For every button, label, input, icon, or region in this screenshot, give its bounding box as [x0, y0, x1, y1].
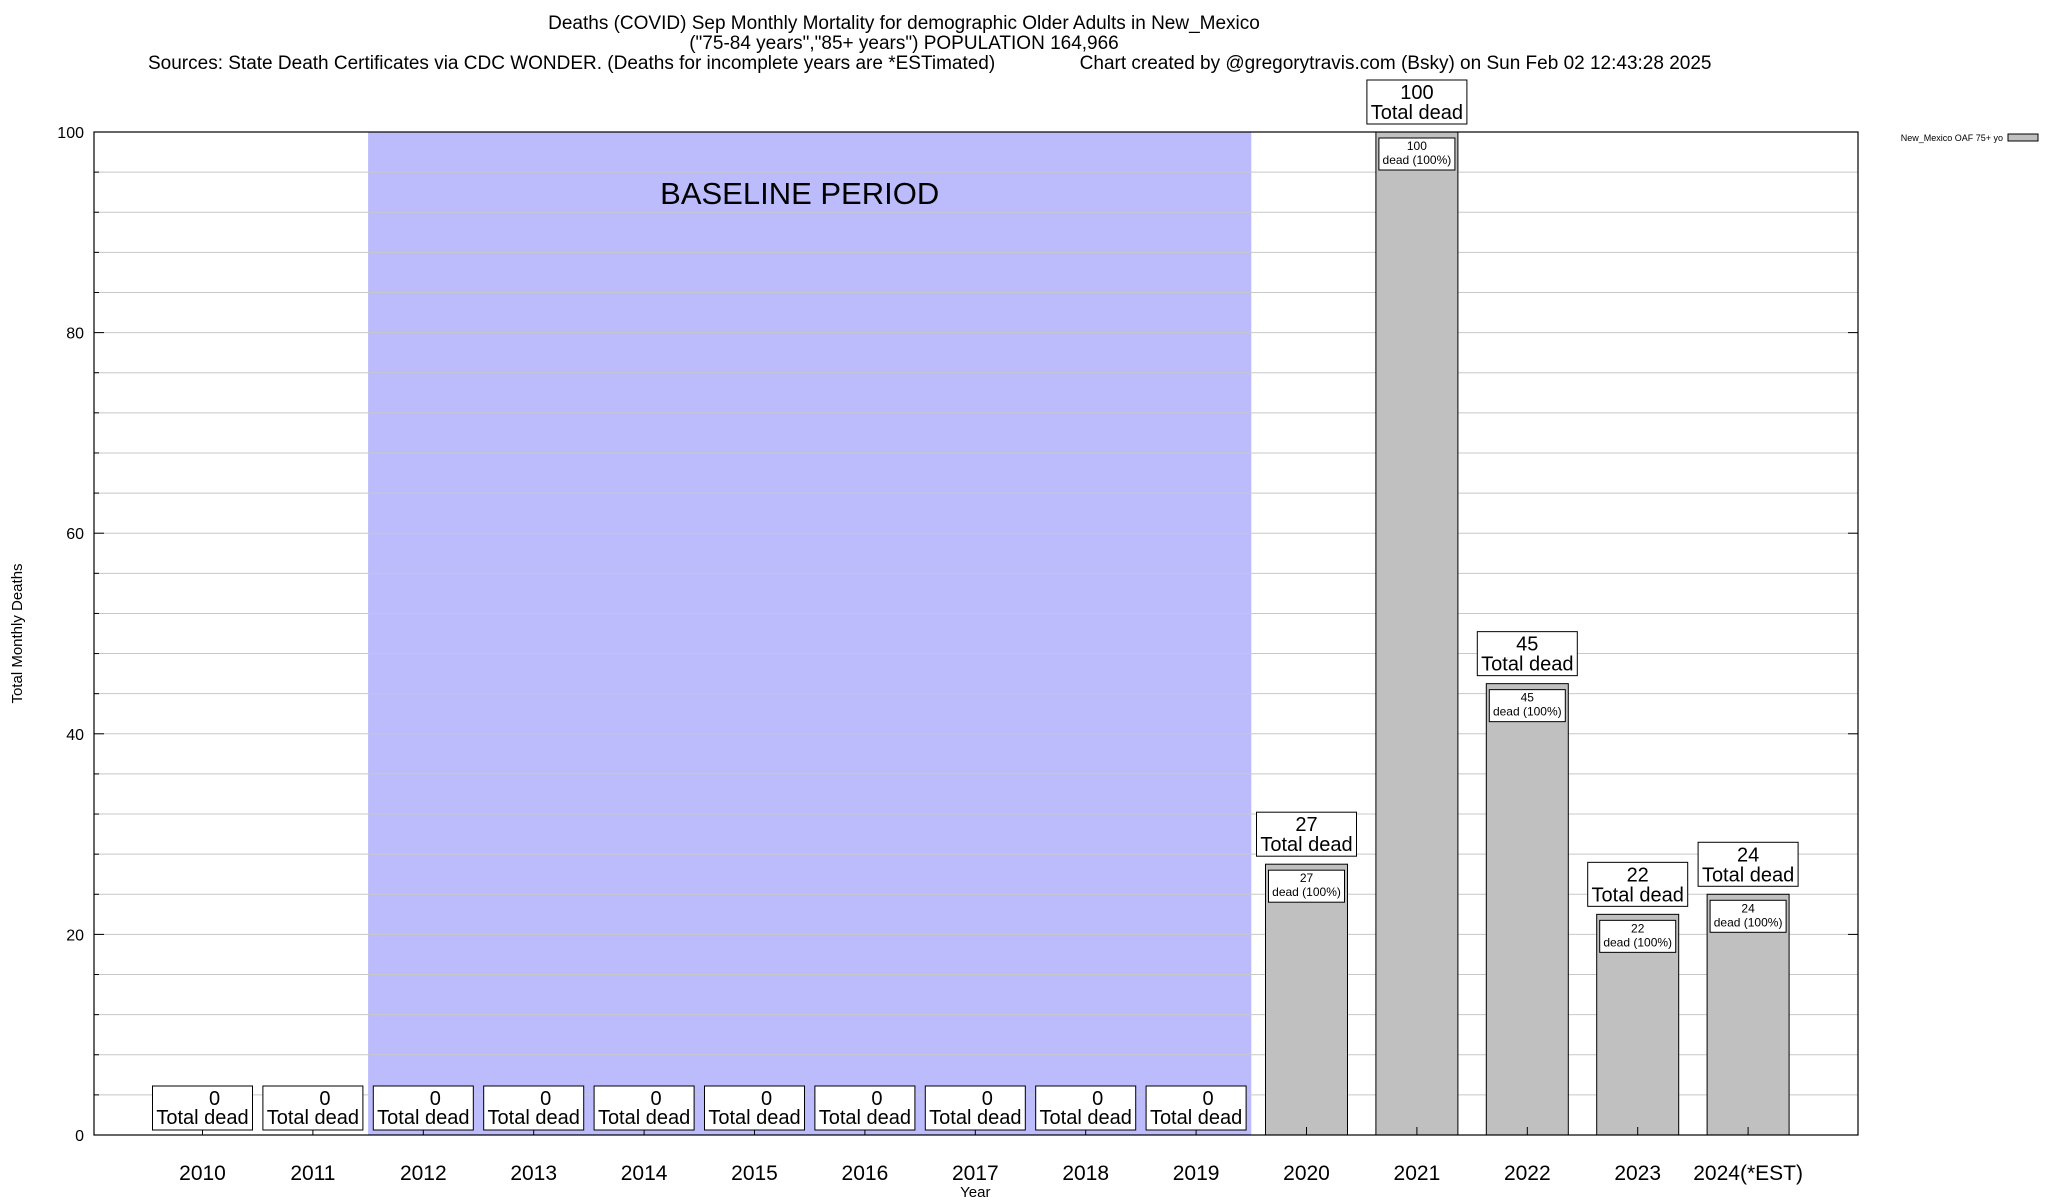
bar — [1375, 131, 1459, 1136]
bar-total-label: Total dead — [1150, 1107, 1242, 1129]
bar-inner-label: dead (100%) — [1383, 153, 1452, 167]
x-tick-label: 2010 — [179, 1162, 226, 1185]
baseline-period-label: BASELINE PERIOD — [660, 176, 939, 211]
bar-inner-value: 22 — [1631, 921, 1645, 935]
bar — [1265, 863, 1348, 1136]
y-tick-label: 60 — [66, 526, 84, 543]
x-tick-label: 2022 — [1504, 1162, 1551, 1185]
x-tick-label: 2017 — [952, 1162, 999, 1185]
bar-total-label-box — [704, 1085, 805, 1131]
x-tick-label: 2014 — [621, 1162, 668, 1185]
bar-inner-label-box — [1709, 899, 1787, 933]
bar-total-label: Total dead — [1702, 864, 1794, 886]
x-tick-label: 2021 — [1394, 1162, 1441, 1185]
x-tick-label: 2011 — [290, 1162, 335, 1185]
bar — [1706, 893, 1790, 1136]
bar-total-label-box — [1145, 1085, 1247, 1131]
plot-frame — [93, 131, 1859, 1136]
bar-total-value: 100 — [1400, 82, 1433, 104]
bar-total-value: 0 — [1092, 1088, 1103, 1110]
bar-total-label: Total dead — [377, 1107, 469, 1129]
y-tick-label: 100 — [57, 125, 84, 142]
chart-title: Deaths (COVID) Sep Monthly Mortality for… — [548, 13, 1260, 34]
bar-inner-value: 45 — [1521, 691, 1535, 705]
bar-total-label-box — [1035, 1085, 1137, 1131]
bar-total-label: Total dead — [267, 1107, 359, 1129]
bar-total-value: 0 — [982, 1088, 993, 1110]
bar-inner-label-box — [1268, 869, 1345, 903]
bar-total-label-box — [152, 1085, 253, 1131]
bar-total-label-box — [1256, 811, 1357, 857]
bar-inner-label-box — [1378, 137, 1456, 171]
y-tick-label: 20 — [66, 927, 84, 944]
bar-total-label: Total dead — [598, 1107, 690, 1129]
y-tick-label: 80 — [66, 326, 84, 343]
bar-inner-value: 24 — [1741, 901, 1755, 915]
bar-total-label-box — [593, 1085, 695, 1131]
bar-total-label: Total dead — [488, 1107, 580, 1129]
bar — [1485, 683, 1569, 1136]
bar-inner-label: dead (100%) — [1603, 935, 1672, 949]
x-axis-label: Year — [960, 1184, 990, 1200]
bar-inner-label: dead (100%) — [1272, 885, 1341, 899]
x-tick-label: 2016 — [842, 1162, 889, 1185]
legend-label: New_Mexico OAF 75+ yo — [1901, 133, 2003, 143]
bar-total-label: Total dead — [156, 1107, 248, 1129]
y-tick-label: 40 — [66, 727, 84, 744]
x-tick-label: 2018 — [1062, 1162, 1109, 1185]
x-tick-label: 2023 — [1614, 1162, 1661, 1185]
bar-total-label-box — [1476, 631, 1578, 677]
bar-total-value: 0 — [540, 1088, 551, 1110]
bar-total-value: 0 — [651, 1088, 662, 1110]
bar-total-label-box — [1587, 861, 1689, 907]
bar-total-label-box — [1366, 79, 1468, 125]
bar-total-label: Total dead — [1592, 884, 1684, 906]
x-tick-label: 2024(*EST) — [1693, 1162, 1803, 1185]
chart-subtitle: ("75-84 years","85+ years") POPULATION 1… — [689, 33, 1119, 54]
bar-inner-label-box — [1488, 689, 1566, 723]
x-tick-label: 2015 — [731, 1162, 778, 1185]
bar-total-label: Total dead — [1040, 1107, 1132, 1129]
legend-swatch — [2007, 133, 2039, 142]
bar-total-label: Total dead — [929, 1107, 1021, 1129]
bar-total-label: Total dead — [1371, 102, 1463, 124]
baseline-period-band — [368, 132, 1252, 1135]
bar-total-label-box — [483, 1085, 585, 1131]
bar-inner-label: dead (100%) — [1493, 705, 1562, 719]
x-tick-label: 2012 — [400, 1162, 447, 1185]
bar-total-label-box — [814, 1085, 916, 1131]
bar-inner-label-box — [1599, 919, 1677, 953]
bar-total-value: 0 — [430, 1088, 441, 1110]
bar-total-value: 0 — [871, 1088, 882, 1110]
bar-inner-value: 27 — [1300, 871, 1314, 885]
bar-total-value: 27 — [1295, 814, 1317, 836]
bar-total-value: 22 — [1627, 864, 1649, 886]
bar-total-label: Total dead — [1260, 834, 1352, 856]
bar-total-label-box — [924, 1085, 1026, 1131]
bar-total-label-box — [372, 1085, 474, 1131]
y-axis-label: Total Monthly Deaths — [9, 563, 26, 703]
bar-total-value: 0 — [319, 1088, 330, 1110]
bar-inner-label: dead (100%) — [1714, 915, 1783, 929]
bar-total-value: 0 — [761, 1088, 772, 1110]
bar-total-label: Total dead — [819, 1107, 911, 1129]
bar-total-value: 24 — [1737, 844, 1759, 866]
x-tick-label: 2020 — [1283, 1162, 1330, 1185]
x-tick-label: 2019 — [1173, 1162, 1220, 1185]
bar-total-label-box — [262, 1085, 364, 1131]
y-tick-label: 0 — [75, 1128, 84, 1145]
bar-total-value: 0 — [209, 1088, 220, 1110]
bar-total-label: Total dead — [1481, 654, 1573, 676]
x-tick-label: 2013 — [510, 1162, 557, 1185]
bar-total-value: 45 — [1516, 634, 1538, 656]
bar-total-value: 0 — [1203, 1088, 1214, 1110]
bar-total-label-box — [1697, 841, 1799, 887]
bar-inner-value: 100 — [1407, 139, 1427, 153]
bar-total-label: Total dead — [708, 1107, 800, 1129]
